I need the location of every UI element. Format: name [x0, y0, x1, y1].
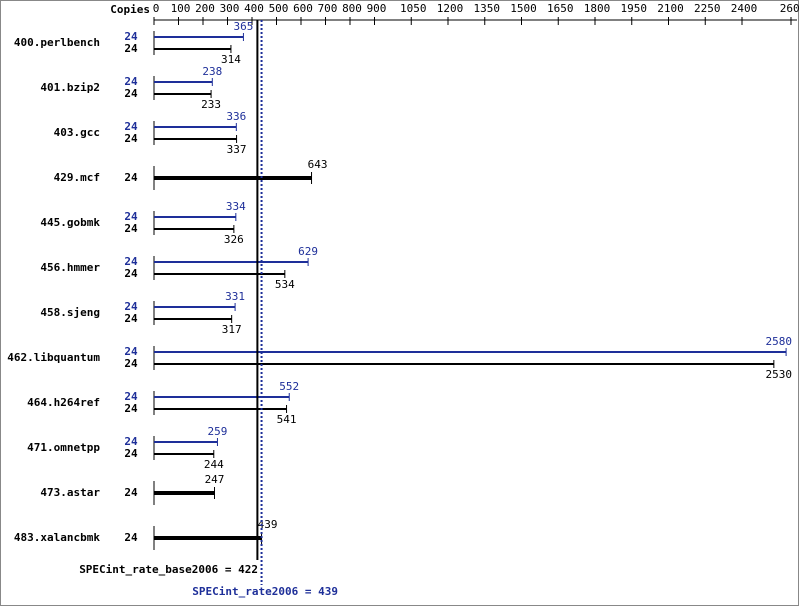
x-tick-label: 1800 — [584, 2, 611, 15]
copies-label: 24 — [124, 255, 138, 268]
x-tick-label: 400 — [244, 2, 264, 15]
x-tick-label: 500 — [269, 2, 289, 15]
copies-label: 24 — [124, 312, 138, 325]
x-tick-label: 800 — [342, 2, 362, 15]
summary-label: SPECint_rate_base2006 = 422 — [79, 563, 258, 576]
value-label: 331 — [225, 290, 245, 303]
value-label: 244 — [204, 458, 224, 471]
copies-label: 24 — [124, 75, 138, 88]
copies-label: 24 — [124, 435, 138, 448]
copies-label: 24 — [124, 357, 138, 370]
copies-label: 24 — [124, 87, 138, 100]
x-tick-label: 1500 — [510, 2, 537, 15]
x-tick-label: 0 — [153, 2, 160, 15]
value-label: 317 — [222, 323, 242, 336]
value-label: 337 — [227, 143, 247, 156]
x-tick-label: 2250 — [694, 2, 721, 15]
category-label: 471.omnetpp — [27, 441, 100, 454]
value-label: 629 — [298, 245, 318, 258]
copies-label: 24 — [124, 267, 138, 280]
copies-label: 24 — [124, 300, 138, 313]
category-label: 445.gobmk — [40, 216, 100, 229]
category-label: 400.perlbench — [14, 36, 100, 49]
category-label: 456.hmmer — [40, 261, 100, 274]
value-label: 643 — [308, 158, 328, 171]
copies-label: 24 — [124, 486, 138, 499]
x-tick-label: 300 — [220, 2, 240, 15]
copies-label: 24 — [124, 210, 138, 223]
category-label: 464.h264ref — [27, 396, 100, 409]
copies-label: 24 — [124, 132, 138, 145]
x-tick-label: 2400 — [731, 2, 758, 15]
x-tick-label: 900 — [367, 2, 387, 15]
value-label: 2530 — [766, 368, 793, 381]
x-tick-label: 1650 — [547, 2, 574, 15]
copies-header: Copies — [110, 3, 150, 16]
value-label: 247 — [205, 473, 225, 486]
value-label: 541 — [277, 413, 297, 426]
value-label: 365 — [233, 20, 253, 33]
x-tick-label: 1200 — [437, 2, 464, 15]
copies-label: 24 — [124, 402, 138, 415]
copies-label: 24 — [124, 531, 138, 544]
value-label: 439 — [258, 518, 278, 531]
copies-label: 24 — [124, 447, 138, 460]
value-label: 259 — [208, 425, 228, 438]
category-label: 429.mcf — [54, 171, 100, 184]
value-label: 534 — [275, 278, 295, 291]
value-label: 552 — [279, 380, 299, 393]
x-tick-label: 2600 — [780, 2, 799, 15]
value-label: 314 — [221, 53, 241, 66]
copies-label: 24 — [124, 171, 138, 184]
summary-label: SPECint_rate2006 = 439 — [192, 585, 338, 598]
x-tick-label: 2100 — [657, 2, 684, 15]
x-tick-label: 600 — [293, 2, 313, 15]
x-tick-label: 1050 — [400, 2, 427, 15]
value-label: 238 — [202, 65, 222, 78]
category-label: 473.astar — [40, 486, 100, 499]
x-tick-label: 100 — [171, 2, 191, 15]
value-label: 336 — [226, 110, 246, 123]
category-label: 403.gcc — [54, 126, 100, 139]
x-tick-label: 700 — [318, 2, 338, 15]
x-tick-label: 1350 — [474, 2, 501, 15]
x-tick-label: 200 — [195, 2, 215, 15]
copies-label: 24 — [124, 222, 138, 235]
x-tick-label: 1950 — [621, 2, 648, 15]
copies-label: 24 — [124, 390, 138, 403]
category-label: 483.xalancbmk — [14, 531, 100, 544]
copies-label: 24 — [124, 120, 138, 133]
value-label: 233 — [201, 98, 221, 111]
copies-label: 24 — [124, 42, 138, 55]
category-label: 401.bzip2 — [40, 81, 100, 94]
copies-label: 24 — [124, 30, 138, 43]
copies-label: 24 — [124, 345, 138, 358]
value-label: 334 — [226, 200, 246, 213]
value-label: 2580 — [766, 335, 793, 348]
category-label: 458.sjeng — [40, 306, 100, 319]
value-label: 326 — [224, 233, 244, 246]
category-label: 462.libquantum — [7, 351, 100, 364]
